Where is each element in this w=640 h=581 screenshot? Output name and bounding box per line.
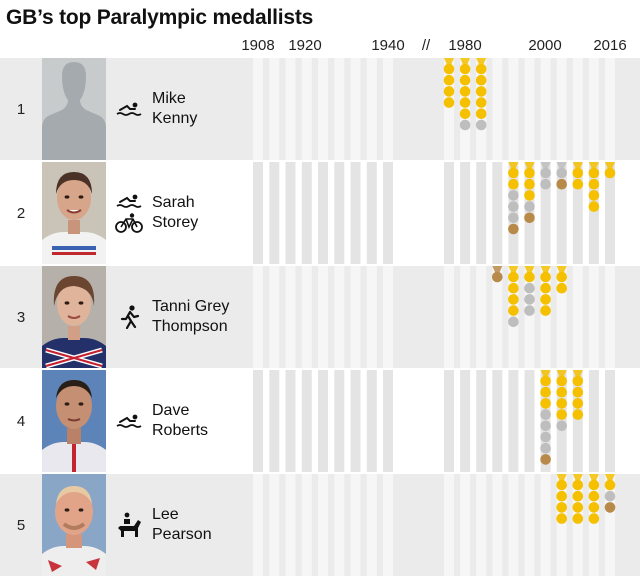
athlete-name: Lee Pearson — [152, 474, 257, 576]
axis-tick-2000: 2000 — [528, 37, 562, 54]
rank: 2 — [16, 204, 26, 222]
athlete-name: Mike Kenny — [152, 58, 257, 160]
equestrian-icon — [118, 512, 141, 537]
axis-break: // — [421, 37, 431, 54]
athlete-photo — [42, 266, 106, 368]
athlete-row-2: 2 Sarah Storey — [0, 162, 640, 264]
athletics-icon — [120, 305, 140, 329]
athlete-last-name: Roberts — [152, 422, 209, 439]
swimming-icon — [116, 102, 142, 116]
rank: 5 — [16, 516, 26, 534]
sport-icons — [112, 266, 146, 368]
swimming-icon — [116, 194, 142, 208]
athlete-last-name: Thompson — [152, 318, 228, 335]
rank: 1 — [16, 100, 26, 118]
athlete-photo — [42, 474, 106, 576]
cycling-icon — [115, 213, 143, 233]
athlete-name: Sarah Storey — [152, 162, 257, 264]
athlete-name: Dave Roberts — [152, 370, 257, 472]
athlete-row-3: 3 Tanni Grey Thompson — [0, 266, 640, 368]
axis-tick-1920: 1920 — [288, 37, 322, 54]
athlete-first-name: Sarah — [152, 194, 195, 211]
athlete-row-4: 4 Dave Roberts — [0, 370, 640, 472]
athlete-name: Tanni Grey Thompson — [152, 266, 257, 368]
axis-tick-2016: 2016 — [593, 37, 627, 54]
sport-icons — [112, 58, 146, 160]
chart-title: GB’s top Paralympic medallists — [6, 6, 314, 29]
athlete-last-name: Storey — [152, 214, 199, 231]
sport-icons — [112, 162, 146, 264]
athlete-first-name: Lee — [152, 506, 179, 523]
sport-icons — [112, 370, 146, 472]
athlete-first-name: Mike — [152, 90, 186, 107]
athlete-last-name: Pearson — [152, 526, 212, 543]
athlete-photo-silhouette — [42, 58, 106, 160]
athlete-row-1: 1 Mike Kenny — [0, 58, 640, 160]
axis-tick-1940: 1940 — [371, 37, 405, 54]
rank: 3 — [16, 308, 26, 326]
swimming-icon — [116, 414, 142, 428]
athlete-row-5: 5 Lee Pearson — [0, 474, 640, 576]
rank: 4 — [16, 412, 26, 430]
axis-tick-1980: 1980 — [448, 37, 482, 54]
athlete-photo — [42, 370, 106, 472]
athlete-first-name: Dave — [152, 402, 190, 419]
sport-icons — [112, 474, 146, 576]
athlete-photo — [42, 162, 106, 264]
axis-tick-1908: 1908 — [241, 37, 275, 54]
athlete-last-name: Kenny — [152, 110, 198, 127]
athlete-first-name: Tanni Grey — [152, 298, 230, 315]
